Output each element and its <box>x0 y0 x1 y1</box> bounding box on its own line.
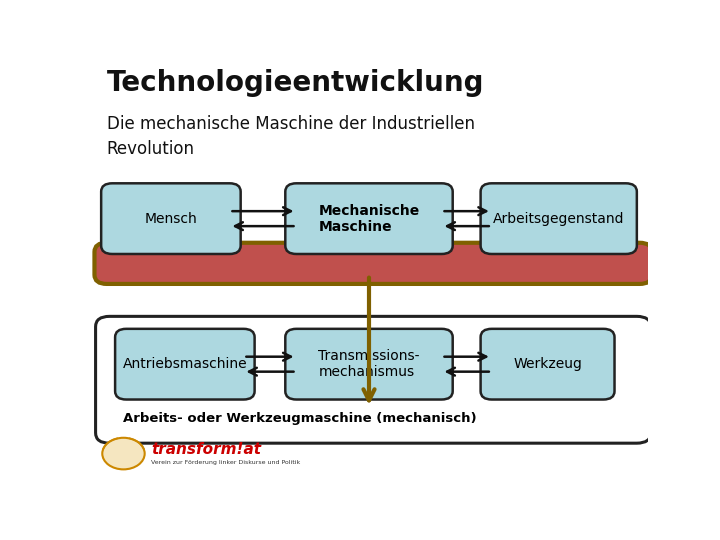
Text: Die mechanische Maschine der Industriellen
Revolution: Die mechanische Maschine der Industriell… <box>107 114 474 158</box>
Text: transform!at: transform!at <box>151 442 261 457</box>
Text: Arbeits- oder Werkzeugmaschine (mechanisch): Arbeits- oder Werkzeugmaschine (mechanis… <box>124 413 477 426</box>
Text: Antriebsmaschine: Antriebsmaschine <box>122 357 247 371</box>
Text: Technologieentwicklung: Technologieentwicklung <box>107 69 485 97</box>
Text: Arbeitsgegenstand: Arbeitsgegenstand <box>493 212 624 226</box>
Text: Transmissions-
mechanismus: Transmissions- mechanismus <box>318 349 420 379</box>
FancyBboxPatch shape <box>481 329 615 400</box>
Text: Mechanische
Maschine: Mechanische Maschine <box>318 204 420 234</box>
FancyBboxPatch shape <box>285 183 453 254</box>
FancyBboxPatch shape <box>94 243 652 284</box>
Text: Mensch: Mensch <box>145 212 197 226</box>
FancyBboxPatch shape <box>285 329 453 400</box>
Circle shape <box>102 438 145 469</box>
FancyBboxPatch shape <box>481 183 637 254</box>
Text: Werkzeug: Werkzeug <box>513 357 582 371</box>
Text: Verein zur Förderung linker Diskurse und Politik: Verein zur Förderung linker Diskurse und… <box>151 460 301 465</box>
FancyBboxPatch shape <box>115 329 255 400</box>
FancyBboxPatch shape <box>101 183 240 254</box>
